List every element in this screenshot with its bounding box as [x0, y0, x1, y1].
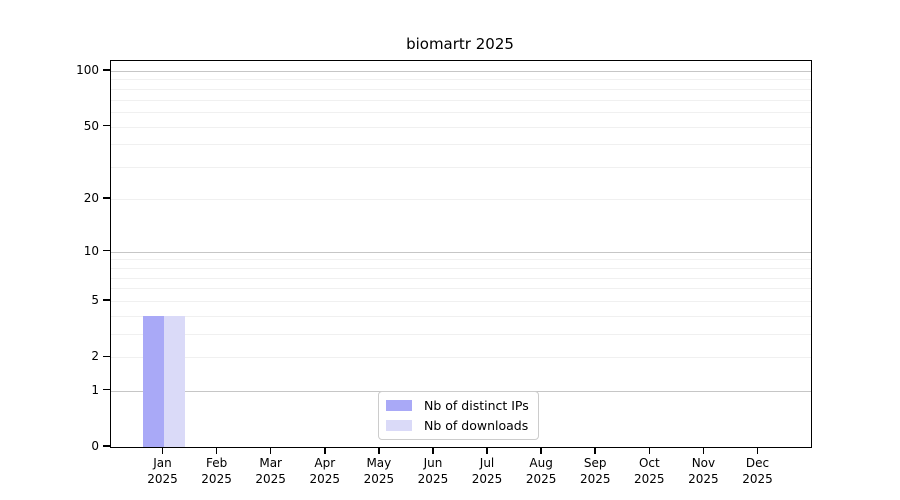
y-tick-label: 20 — [83, 190, 99, 205]
chart-title: biomartr 2025 — [406, 35, 514, 53]
gridline-minor — [111, 259, 811, 261]
legend-swatch-downloads — [386, 420, 412, 431]
gridline-minor — [111, 277, 811, 279]
legend-swatch-distinct-ips — [386, 400, 412, 411]
x-tick-label: Dec 2025 — [726, 455, 790, 487]
x-tick-year: 2025 — [525, 472, 557, 486]
x-tick-month: Feb — [205, 456, 228, 470]
x-tick-label: Apr 2025 — [293, 455, 357, 487]
x-tick-mark — [756, 447, 759, 454]
x-tick-mark — [269, 447, 272, 454]
x-tick-year: 2025 — [309, 472, 341, 486]
legend-label-distinct-ips: Nb of distinct IPs — [424, 398, 529, 413]
y-tick-label: 2 — [91, 349, 99, 364]
x-tick-year: 2025 — [147, 472, 178, 486]
x-tick-year: 2025 — [634, 472, 665, 486]
y-tick-mark — [103, 355, 110, 358]
y-tick-label: 50 — [83, 118, 99, 133]
y-tick-mark — [103, 124, 110, 127]
x-tick-month: Sep — [583, 456, 607, 470]
x-tick-month: Nov — [691, 456, 716, 470]
x-tick-label: Nov 2025 — [671, 455, 735, 487]
x-tick-month: Apr — [314, 456, 336, 470]
gridline-minor — [111, 79, 811, 81]
x-tick-label: Oct 2025 — [617, 455, 681, 487]
x-tick-mark — [432, 447, 434, 454]
x-tick-month: May — [366, 456, 392, 470]
x-tick-year: 2025 — [742, 472, 773, 486]
y-tick-mark — [103, 249, 110, 252]
x-tick-label: Jan 2025 — [131, 455, 195, 487]
gridline-minor — [111, 334, 811, 336]
x-tick-label: Aug 2025 — [509, 455, 573, 487]
gridline-minor — [111, 144, 811, 146]
bar-distinct-ips — [142, 315, 164, 447]
x-tick-month: Mar — [259, 456, 282, 470]
y-tick-label: 1 — [91, 382, 99, 397]
x-tick-year: 2025 — [471, 472, 503, 486]
x-tick-year: 2025 — [255, 472, 286, 486]
gridline-major — [111, 251, 811, 253]
x-tick-month: Jun — [423, 456, 443, 470]
gridline-minor — [111, 315, 811, 317]
gridline-major — [111, 70, 811, 72]
x-tick-mark — [486, 447, 488, 454]
x-tick-mark — [648, 447, 651, 454]
legend-item-distinct-ips: Nb of distinct IPs — [386, 397, 529, 414]
gridline-minor — [111, 357, 811, 359]
x-tick-month: Dec — [745, 456, 770, 470]
x-tick-year: 2025 — [363, 472, 395, 486]
legend-item-downloads: Nb of downloads — [386, 417, 529, 434]
y-tick-label: 5 — [91, 292, 99, 307]
x-tick-mark — [594, 447, 596, 454]
y-tick-mark — [103, 69, 110, 71]
x-tick-year: 2025 — [417, 472, 449, 486]
gridline-minor — [111, 126, 811, 128]
x-tick-year: 2025 — [201, 472, 232, 486]
x-tick-label: Jul 2025 — [455, 455, 519, 487]
plot-area — [110, 60, 812, 448]
x-tick-month: Jan — [153, 456, 172, 470]
gridline-minor — [111, 99, 811, 101]
x-tick-month: Jul — [479, 456, 495, 470]
x-tick-mark — [215, 447, 218, 454]
x-tick-label: Jun 2025 — [401, 455, 465, 487]
x-tick-label: Feb 2025 — [185, 455, 249, 487]
gridline-minor — [111, 288, 811, 290]
x-tick-month: Aug — [529, 456, 553, 470]
legend: Nb of distinct IPs Nb of downloads — [378, 391, 539, 440]
y-tick-label: 10 — [83, 243, 99, 258]
x-tick-mark — [378, 447, 380, 454]
gridline-minor — [111, 198, 811, 200]
x-tick-label: Mar 2025 — [239, 455, 303, 487]
y-tick-label: 100 — [76, 62, 99, 77]
y-tick-mark — [103, 388, 110, 391]
gridline-minor — [111, 111, 811, 113]
x-tick-label: May 2025 — [347, 455, 411, 487]
x-tick-mark — [324, 447, 326, 454]
x-tick-mark — [702, 447, 705, 454]
x-tick-month: Oct — [638, 456, 660, 470]
y-tick-mark — [103, 445, 110, 447]
x-tick-mark — [540, 447, 542, 454]
bar-downloads — [163, 315, 185, 447]
gridline-minor — [111, 267, 811, 269]
y-tick-mark — [103, 299, 110, 301]
x-tick-year: 2025 — [688, 472, 719, 486]
gridline-minor — [111, 88, 811, 90]
x-tick-label: Sep 2025 — [563, 455, 627, 487]
x-tick-year: 2025 — [579, 472, 611, 486]
y-tick-label: 0 — [91, 439, 99, 453]
gridline-minor — [111, 300, 811, 302]
x-tick-mark — [161, 447, 164, 454]
legend-label-downloads: Nb of downloads — [424, 418, 529, 433]
gridline-minor — [111, 167, 811, 169]
y-tick-mark — [103, 197, 110, 199]
